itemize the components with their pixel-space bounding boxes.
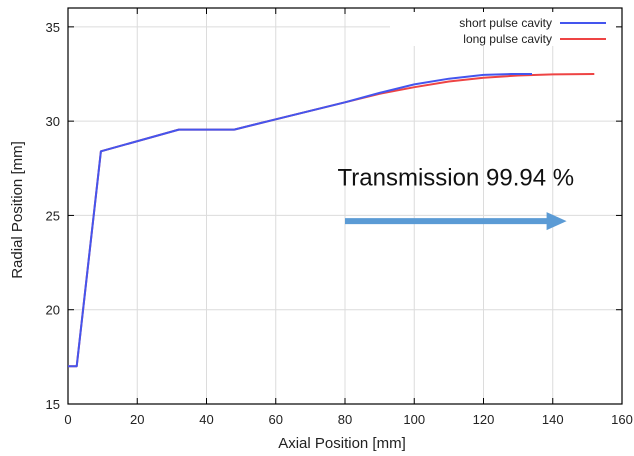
y-tick-label: 35 [46, 20, 60, 35]
x-tick-label: 120 [473, 412, 495, 427]
series-lines [68, 73, 595, 368]
x-tick-label: 20 [130, 412, 144, 427]
y-tick-label: 30 [46, 114, 60, 129]
x-tick-label: 140 [542, 412, 564, 427]
legend-box [390, 12, 616, 46]
y-tick-label: 25 [46, 208, 60, 223]
x-tick-label: 40 [199, 412, 213, 427]
transmission-annotation: Transmission 99.94 % [338, 164, 575, 191]
y-tick-label: 15 [46, 397, 60, 412]
y-tick-label: 20 [46, 303, 60, 318]
x-tick-label: 0 [64, 412, 71, 427]
legend-label: long pulse cavity [463, 32, 552, 46]
legend: short pulse cavity long pulse cavity [390, 12, 616, 46]
arrow-head [546, 212, 567, 231]
arrow-annotation [345, 212, 567, 231]
x-tick-label: 100 [403, 412, 425, 427]
axis-tick-labels: 0 20 40 60 80 100 120 140 160 15 20 25 30 35 [46, 20, 633, 427]
grid-lines [68, 8, 622, 404]
annotations: Transmission 99.94 % [338, 164, 575, 191]
x-tick-label: 80 [338, 412, 352, 427]
x-tick-label: 160 [611, 412, 633, 427]
y-axis-label: Radial Position [mm] [9, 141, 26, 279]
x-tick-label: 60 [269, 412, 283, 427]
axis-ticks [67, 8, 623, 405]
legend-label: short pulse cavity [459, 16, 552, 30]
series-line-short-pulse-cavity [68, 73, 532, 368]
x-axis-label: Axial Position [mm] [278, 435, 406, 452]
